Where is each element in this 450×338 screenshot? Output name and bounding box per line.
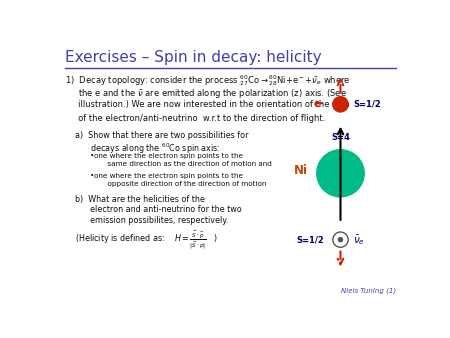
Text: Niels Tuning (1): Niels Tuning (1) xyxy=(341,288,396,294)
Text: Exercises – Spin in decay: helicity: Exercises – Spin in decay: helicity xyxy=(65,50,322,65)
Text: S=4: S=4 xyxy=(331,133,350,142)
Text: S=1/2: S=1/2 xyxy=(297,235,324,244)
Text: one where the electron spin points to the
      same direction as the direction : one where the electron spin points to th… xyxy=(94,153,272,167)
Text: one where the electron spin points to the
      opposite direction of the direct: one where the electron spin points to th… xyxy=(94,173,266,187)
Text: decays along the $^{60}$Co spin axis:: decays along the $^{60}$Co spin axis: xyxy=(76,142,221,156)
Text: Ni: Ni xyxy=(294,164,308,177)
Text: illustration.) We are now interested in the orientation of the spin: illustration.) We are now interested in … xyxy=(65,100,350,109)
Text: emission possibilites, respectively.: emission possibilites, respectively. xyxy=(76,216,229,225)
Text: e-: e- xyxy=(314,99,324,109)
Text: b)  What are the helicities of the: b) What are the helicities of the xyxy=(76,195,205,204)
Ellipse shape xyxy=(333,232,348,247)
Ellipse shape xyxy=(333,97,348,112)
Ellipse shape xyxy=(338,238,342,242)
Text: (Helicity is defined as:    $H = \frac{\vec{S}\cdot\vec{p}}{|\vec{S}\cdot p|}$  : (Helicity is defined as: $H = \frac{\vec… xyxy=(76,229,218,252)
Text: $\bar{\nu}_e$: $\bar{\nu}_e$ xyxy=(353,233,365,247)
Text: of the electron/anti-neutrino  w.r.t to the direction of flight.: of the electron/anti-neutrino w.r.t to t… xyxy=(65,114,325,123)
Text: electron and anti-neutrino for the two: electron and anti-neutrino for the two xyxy=(76,205,242,214)
Text: •: • xyxy=(90,153,94,159)
Text: S=1/2: S=1/2 xyxy=(353,100,381,109)
Text: 1)  Decay topology: consider the process $^{60}_{27}$Co$\rightarrow$$^{60}_{28}$: 1) Decay topology: consider the process … xyxy=(65,73,351,88)
Ellipse shape xyxy=(317,150,364,197)
Text: the e and the $\bar{\nu}$ are emitted along the polarization (z) axis. (See: the e and the $\bar{\nu}$ are emitted al… xyxy=(65,87,347,100)
Text: •: • xyxy=(90,173,94,179)
Text: a)  Show that there are two possibilities for: a) Show that there are two possibilities… xyxy=(76,130,249,140)
